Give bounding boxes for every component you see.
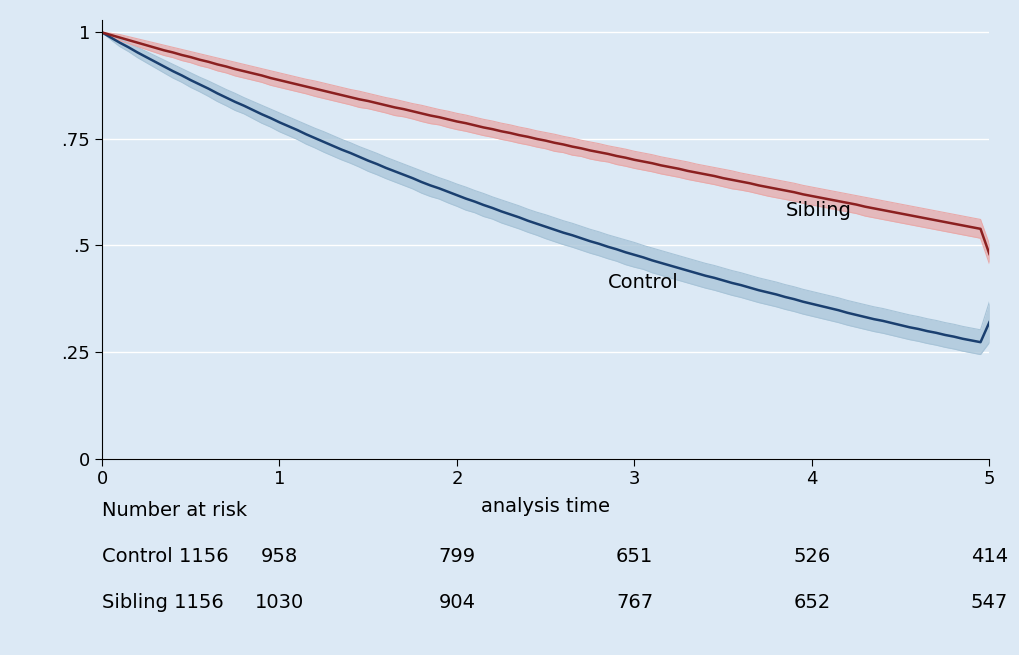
Text: Control: Control [607, 273, 678, 292]
Text: 547: 547 [970, 593, 1007, 612]
Text: 904: 904 [438, 593, 475, 612]
Text: 652: 652 [793, 593, 829, 612]
Text: 767: 767 [615, 593, 652, 612]
Text: Control 1156: Control 1156 [102, 547, 228, 566]
Text: 958: 958 [261, 547, 298, 566]
Text: 651: 651 [615, 547, 652, 566]
Text: 414: 414 [970, 547, 1007, 566]
X-axis label: analysis time: analysis time [481, 496, 609, 515]
Text: 1030: 1030 [255, 593, 304, 612]
Text: Sibling: Sibling [785, 200, 850, 219]
Text: Sibling 1156: Sibling 1156 [102, 593, 223, 612]
Text: Number at risk: Number at risk [102, 501, 247, 520]
Text: 799: 799 [438, 547, 475, 566]
Text: 526: 526 [793, 547, 829, 566]
